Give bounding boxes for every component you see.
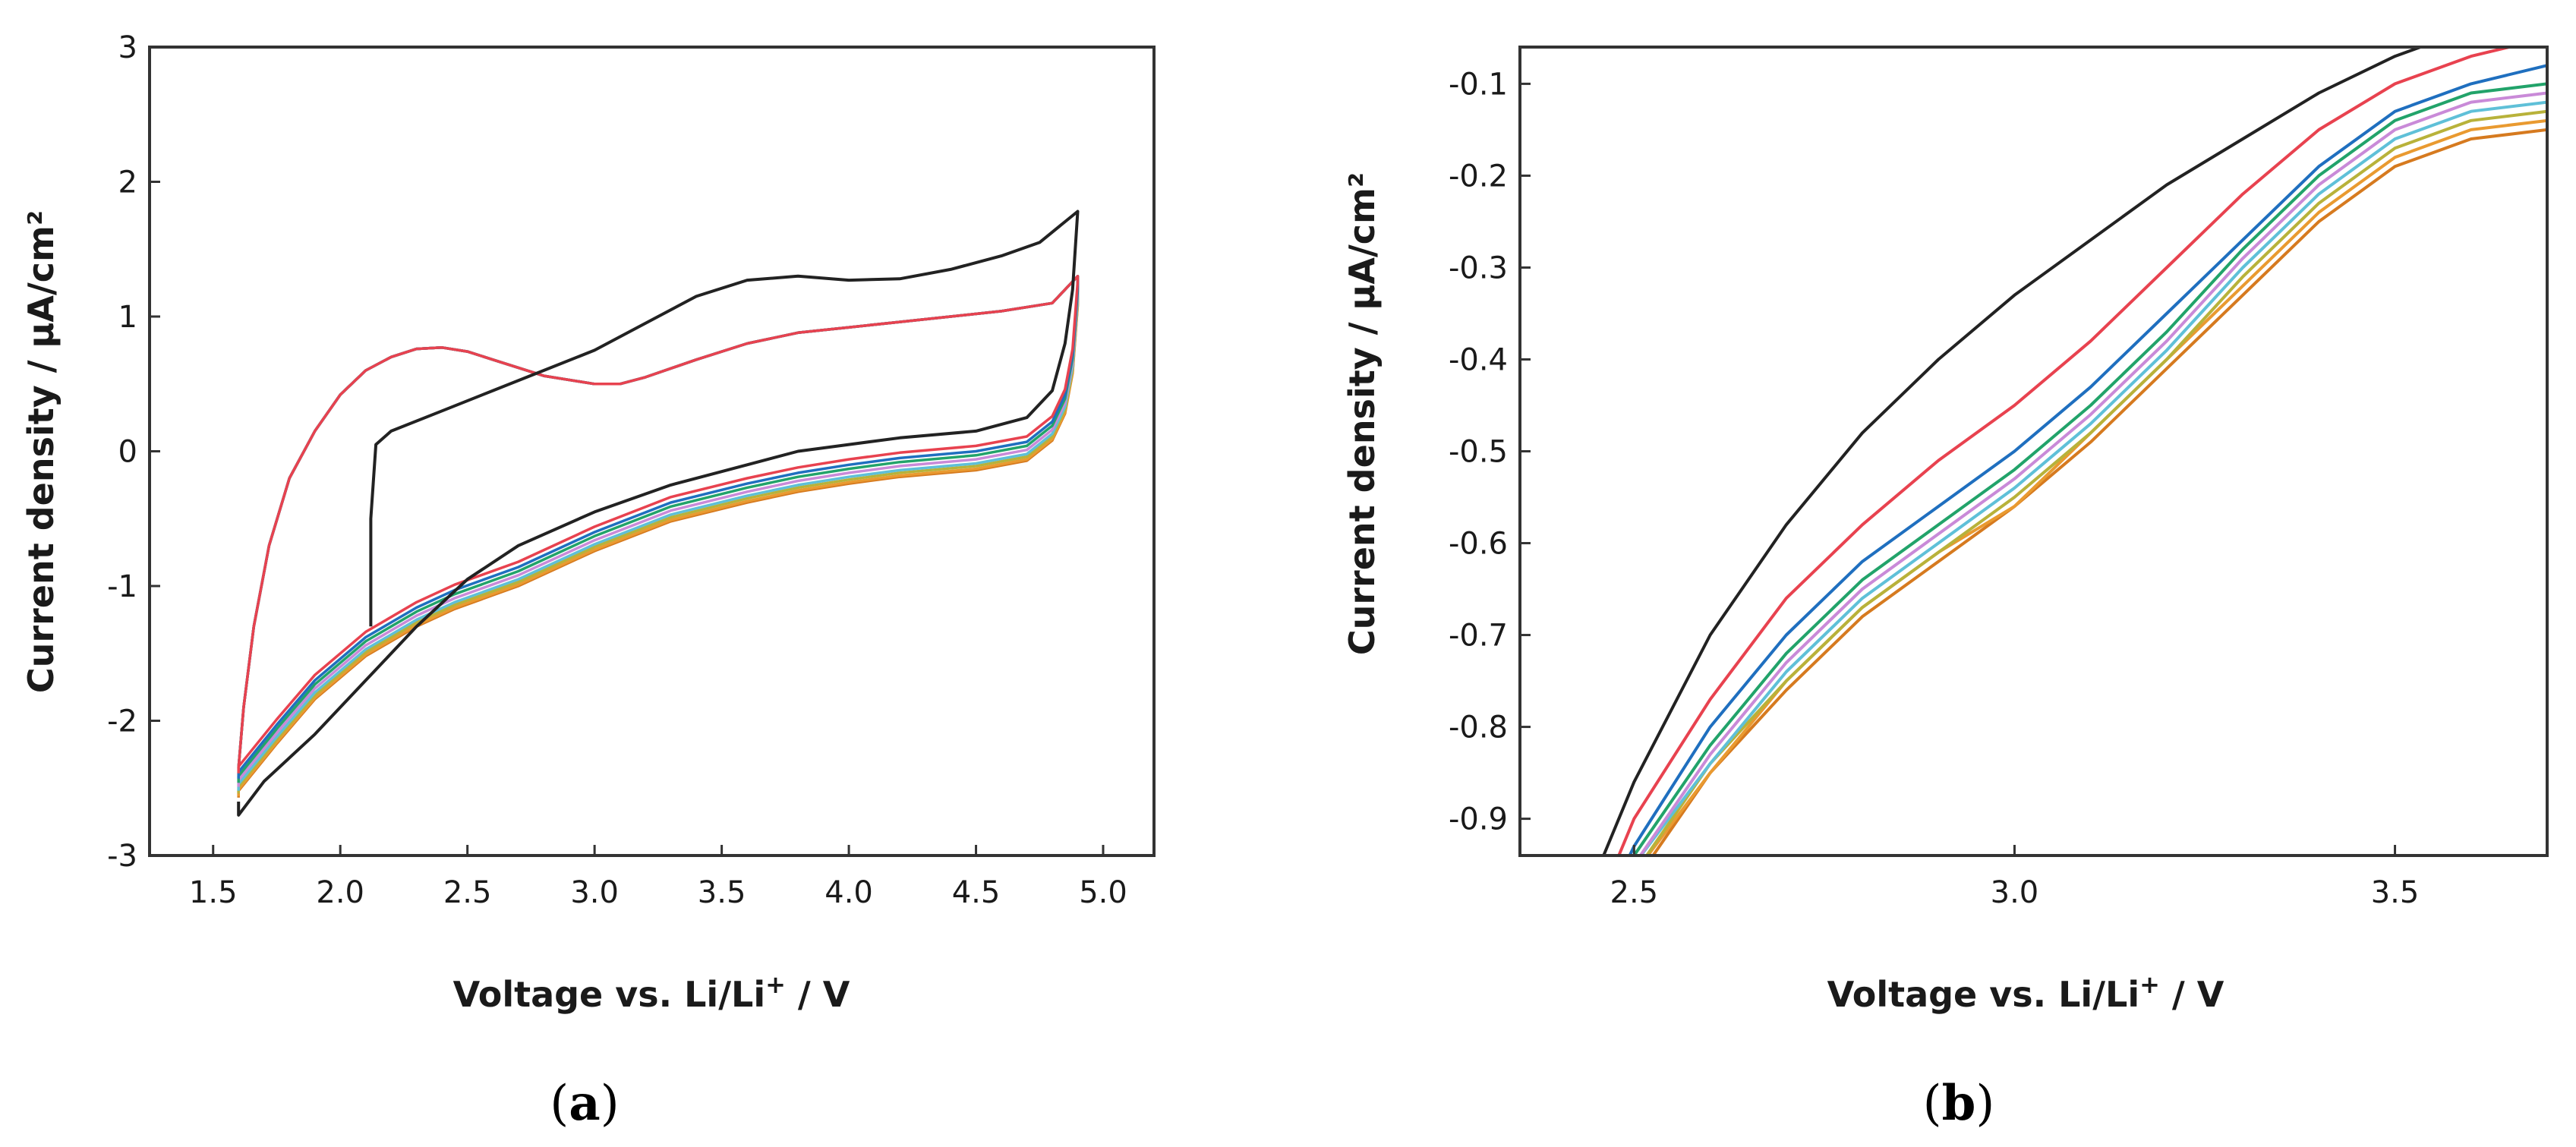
cv-curve-zoom-cycle-4: [1632, 82, 2547, 856]
x-axis-label-a: Voltage vs. Li/Li+ / V: [453, 970, 850, 1015]
cv-curve-cycle-9: [237, 275, 1080, 798]
y-tick-label: -0.7: [1449, 619, 1508, 654]
y-tick-label: -0.9: [1449, 802, 1508, 837]
y-tick-label: -1: [107, 569, 137, 604]
cv-curve-cycle-7: [237, 275, 1080, 794]
y-tick-label: 0: [118, 435, 137, 470]
y-tick-label: 3: [118, 30, 137, 65]
panel-label-a: (a): [550, 1075, 619, 1132]
cv-curve-zoom-cycle-1: [1602, 47, 2425, 856]
cv-curve-cycle-6: [237, 275, 1080, 791]
y-tick-label: -0.8: [1449, 711, 1508, 745]
y-axis-label-b: Current density / μA/cm²: [1342, 172, 1383, 655]
cv-curve-zoom-cycle-3: [1628, 64, 2547, 856]
y-tick-label: -0.6: [1449, 527, 1508, 562]
y-tick-label: -0.2: [1449, 159, 1508, 194]
y-tick-label: -0.1: [1449, 67, 1508, 102]
cv-curve-zoom-cycle-6: [1638, 100, 2547, 856]
cv-curve-cycle-1: [237, 210, 1080, 817]
cv-curve-cycle-4: [237, 275, 1080, 783]
cv-curve-zoom-cycle-8: [1646, 118, 2547, 856]
chart-panel-b: 2.5 3.0 3.5 -0.1-0.2-0.3-0.4-0.5-0.6-0.7-0…: [1342, 46, 2549, 1132]
cv-curve-cycle-2: [237, 275, 1080, 774]
cv-curves-a: [237, 210, 1080, 817]
y-tick-label: -0.5: [1449, 435, 1508, 470]
x-axis-label-b: Voltage vs. Li/Li+ / V: [1827, 970, 2224, 1015]
cv-curves-b: [1602, 47, 2547, 856]
y-tick-label: -0.3: [1449, 251, 1508, 285]
y-tick-label: 2: [118, 165, 137, 200]
cv-curve-zoom-cycle-7: [1644, 109, 2547, 856]
y-tick-label: -2: [107, 704, 137, 739]
x-tick-label: 3.5: [698, 875, 746, 910]
x-tick-label: 3.0: [570, 875, 619, 910]
x-tick-label: 1.5: [189, 875, 238, 910]
chart-panel-a: 1.5 2.0 2.5 3.0 3.5 4.0 4.5 5.0 -3 -2 -1 0 1 2 3 Volt…: [20, 30, 1156, 1132]
panel-label-b: (b): [1923, 1075, 1995, 1132]
x-tick-label: 2.5: [1610, 875, 1659, 910]
x-tick-label: 3.0: [1991, 875, 2039, 910]
x-tick-label: 4.5: [952, 875, 1001, 910]
x-ticks-a: 1.5 2.0 2.5 3.0 3.5 4.0 4.5 5.0: [189, 845, 1127, 910]
x-tick-label: 5.0: [1079, 875, 1127, 910]
y-ticks-a: -3 -2 -1 0 1 2 3: [107, 30, 160, 874]
x-ticks-b: 2.5 3.0 3.5: [1610, 845, 2420, 910]
cv-curve-cycle-5: [237, 275, 1080, 787]
cv-curve-zoom-cycle-2: [1617, 47, 2516, 856]
cv-curve-zoom-cycle-5: [1638, 91, 2547, 856]
x-tick-label: 4.0: [825, 875, 873, 910]
x-tick-label: 2.5: [443, 875, 492, 910]
x-tick-label: 3.5: [2371, 875, 2420, 910]
y-tick-label: -0.4: [1449, 342, 1508, 377]
cv-curve-cycle-8: [237, 275, 1080, 796]
y-tick-label: -3: [107, 839, 137, 874]
y-tick-label: 1: [118, 300, 137, 335]
x-tick-label: 2.0: [316, 875, 364, 910]
y-axis-label-a: Current density / μA/cm²: [20, 210, 61, 693]
y-ticks-b: -0.1 -0.2 -0.3 -0.4 -0.5 -0.6 -0.7 -0.8 -0.9: [1449, 67, 1531, 837]
